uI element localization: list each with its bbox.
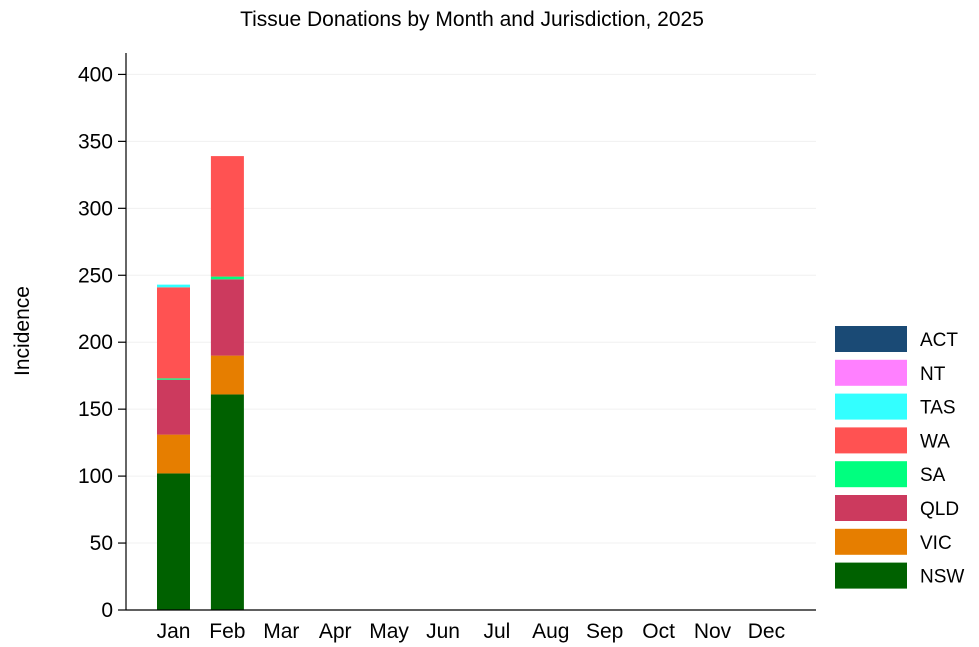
x-tick-label: May: [369, 620, 409, 643]
legend-swatch-qld: [835, 495, 907, 521]
legend-label-qld: QLD: [920, 499, 959, 520]
bar-tas-jan: [157, 284, 190, 288]
y-axis-label: Incidence: [11, 286, 34, 376]
legend-swatch-vic: [835, 528, 907, 555]
bar-sa-jan: [157, 378, 190, 380]
legend-label-sa: SA: [920, 465, 946, 486]
legend-swatch-nsw: [835, 562, 907, 589]
bar-wa-jan: [157, 287, 190, 379]
legend-label-nsw: NSW: [920, 567, 964, 588]
y-tick-label: 50: [90, 532, 113, 555]
axes: [125, 53, 816, 611]
x-tick-label: Feb: [209, 620, 245, 643]
legend-label-vic: VIC: [920, 533, 952, 554]
legend-swatch-nt: [835, 359, 907, 386]
x-tick-label: Dec: [748, 620, 785, 643]
legend-label-act: ACT: [920, 330, 958, 351]
chart-title: Tissue Donations by Month and Jurisdicti…: [240, 8, 704, 31]
y-tick-label: 200: [78, 331, 113, 354]
y-tick-label: 100: [78, 465, 113, 488]
y-tick-label: 0: [101, 599, 113, 622]
legend-swatch-sa: [835, 461, 907, 488]
y-tick-label: 250: [78, 264, 113, 287]
bar-vic-feb: [210, 355, 244, 395]
y-tick-label: 300: [78, 197, 113, 220]
x-tick-label: Jan: [157, 620, 191, 643]
x-tick-label: Oct: [642, 620, 675, 643]
x-tick-label: Jun: [426, 620, 460, 643]
y-tick-label: 400: [78, 63, 113, 86]
x-ticks: Jan Feb Mar Apr May Jun Jul Aug Sep Oct Nov Dec: [157, 620, 786, 643]
bar-nsw-jan: [157, 473, 190, 610]
bar-vic-jan: [157, 434, 190, 474]
x-tick-label: Nov: [694, 620, 732, 643]
x-tick-label: Mar: [263, 620, 299, 643]
bar-sa-feb: [210, 276, 244, 280]
bar-nsw-feb: [210, 394, 244, 610]
x-tick-label: Aug: [532, 620, 569, 643]
bar-qld-feb: [210, 279, 244, 356]
legend-swatch-act: [835, 326, 907, 352]
bar-qld-jan: [157, 379, 190, 435]
legend: ACT NT TAS WA SA QLD VIC NSW: [835, 326, 964, 589]
legend-label-wa: WA: [920, 431, 950, 452]
bar-wa-feb: [210, 156, 244, 277]
y-tick-label: 350: [78, 130, 113, 153]
x-tick-label: Jul: [483, 620, 510, 643]
legend-swatch-wa: [835, 427, 907, 454]
legend-label-tas: TAS: [920, 398, 956, 419]
y-tick-label: 150: [78, 398, 113, 421]
y-ticks: 0 50 100 150 200 250 300 350 400: [78, 63, 126, 622]
x-tick-label: Apr: [319, 620, 352, 643]
bars: [157, 156, 244, 610]
legend-swatch-tas: [835, 393, 907, 420]
x-tick-label: Sep: [586, 620, 623, 643]
legend-label-nt: NT: [920, 364, 946, 385]
